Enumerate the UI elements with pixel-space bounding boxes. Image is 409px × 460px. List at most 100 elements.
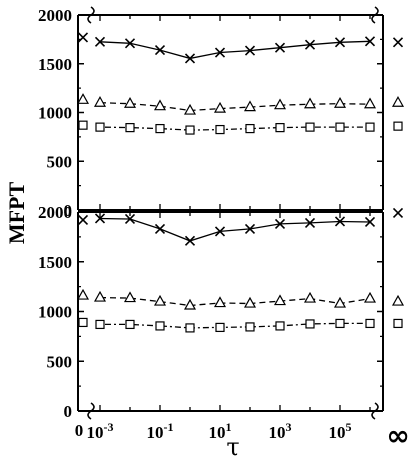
- data-point-square: [365, 122, 375, 132]
- data-point-x: [184, 235, 196, 246]
- data-point-square: [305, 319, 315, 329]
- data-point-tauinf-triangle: [391, 96, 405, 107]
- data-point-square: [335, 122, 345, 132]
- labels-layer: MFPT τ 10-3 10-1 101 103 105 0 ∞: [4, 182, 409, 460]
- data-point-tauinf-triangle: [391, 294, 405, 306]
- data-point-tau0-square: [78, 317, 88, 328]
- y-tick-label: 1500: [38, 253, 72, 272]
- y-tick-label: 0: [64, 201, 73, 220]
- x-tick-label-infinity: ∞: [386, 419, 409, 452]
- data-point-x: [154, 45, 166, 56]
- data-point-square: [365, 318, 375, 329]
- y-tick-label: 500: [47, 152, 73, 171]
- data-point-triangle: [123, 96, 137, 108]
- data-point-triangle: [153, 99, 167, 111]
- data-point-triangle: [333, 96, 347, 108]
- axis-break-mark: [87, 6, 95, 24]
- x-tick-label: 103: [269, 420, 292, 442]
- data-point-x: [244, 223, 256, 234]
- data-point-triangle: [273, 98, 287, 110]
- x-tick-label: 105: [329, 420, 352, 442]
- data-point-x: [214, 47, 226, 58]
- data-point-triangle: [303, 291, 317, 303]
- y-tick-label: 2000: [38, 203, 72, 222]
- data-point-triangle: [183, 103, 197, 115]
- x-tick-label-zero: 0: [75, 421, 84, 440]
- data-point-x: [334, 37, 346, 48]
- data-point-square: [215, 124, 225, 135]
- data-point-x: [274, 218, 286, 230]
- data-point-tau0-x: [77, 32, 89, 43]
- data-point-square: [245, 123, 255, 134]
- data-point-tauinf-x: [392, 207, 404, 219]
- data-point-triangle: [213, 101, 227, 113]
- data-point-triangle: [243, 100, 257, 112]
- y-tick-label: 2000: [38, 6, 72, 25]
- data-point-tauinf-x: [392, 37, 404, 48]
- series-line-x: [99, 40, 371, 60]
- panel-1: 0 500 1000 1500 2000: [38, 6, 405, 220]
- data-point-triangle: [93, 290, 107, 302]
- data-point-x: [214, 226, 226, 237]
- data-point-x: [304, 217, 316, 229]
- data-point-square: [215, 322, 225, 333]
- data-point-triangle: [213, 296, 227, 308]
- data-point-x: [124, 38, 136, 49]
- axis-break-mark: [371, 6, 379, 24]
- data-point-x: [304, 39, 316, 50]
- data-point-square: [245, 322, 255, 332]
- data-point-x: [94, 213, 106, 224]
- data-point-x: [154, 223, 166, 234]
- data-point-tauinf-square: [393, 121, 403, 131]
- data-point-square: [305, 122, 315, 132]
- data-point-tau0-square: [78, 120, 88, 130]
- y-tick-label: 1000: [38, 104, 72, 123]
- data-point-square: [155, 321, 165, 331]
- panel-2: 0 500 1000 1500 2000: [38, 203, 405, 421]
- series-line-triangle: [99, 296, 371, 307]
- y-tick-label: 1500: [38, 55, 72, 74]
- data-point-tauinf-square: [393, 318, 403, 329]
- data-point-square: [335, 318, 345, 329]
- data-point-triangle: [333, 296, 347, 308]
- data-point-square: [185, 125, 195, 135]
- data-point-triangle: [363, 291, 377, 303]
- data-point-tau0-triangle: [76, 288, 90, 300]
- series-line-triangle: [99, 102, 371, 112]
- x-tick-label: 10-1: [147, 420, 174, 442]
- data-point-square: [95, 122, 105, 132]
- data-point-tau0-x: [77, 214, 89, 226]
- x-tick-label: 101: [209, 420, 232, 442]
- series-line-x: [99, 217, 371, 242]
- y-tick-label: 500: [47, 352, 73, 371]
- axis-break-mark: [87, 402, 95, 420]
- series-line-square: [100, 322, 370, 329]
- data-point-x: [244, 45, 256, 56]
- data-point-square: [125, 123, 135, 133]
- data-point-x: [364, 216, 376, 228]
- data-point-square: [95, 319, 105, 330]
- data-point-triangle: [153, 294, 167, 306]
- data-point-triangle: [273, 294, 287, 306]
- x-tick-label: 10-3: [87, 420, 114, 442]
- data-point-square: [155, 123, 165, 134]
- data-point-x: [94, 36, 106, 47]
- data-point-square: [125, 319, 135, 330]
- y-tick-label: 0: [64, 402, 73, 421]
- axis-break-mark: [371, 402, 379, 420]
- data-point-x: [274, 42, 286, 53]
- data-point-triangle: [363, 97, 377, 109]
- y-tick-label: 1000: [38, 303, 72, 322]
- data-point-triangle: [243, 296, 257, 308]
- data-point-x: [364, 36, 376, 47]
- data-point-triangle: [93, 96, 107, 107]
- data-point-tau0-triangle: [76, 93, 90, 104]
- data-point-x: [124, 213, 136, 225]
- data-point-x: [184, 53, 196, 64]
- data-point-square: [275, 123, 285, 133]
- data-point-triangle: [123, 291, 137, 303]
- data-point-triangle: [183, 298, 197, 310]
- series-line-square: [99, 126, 370, 131]
